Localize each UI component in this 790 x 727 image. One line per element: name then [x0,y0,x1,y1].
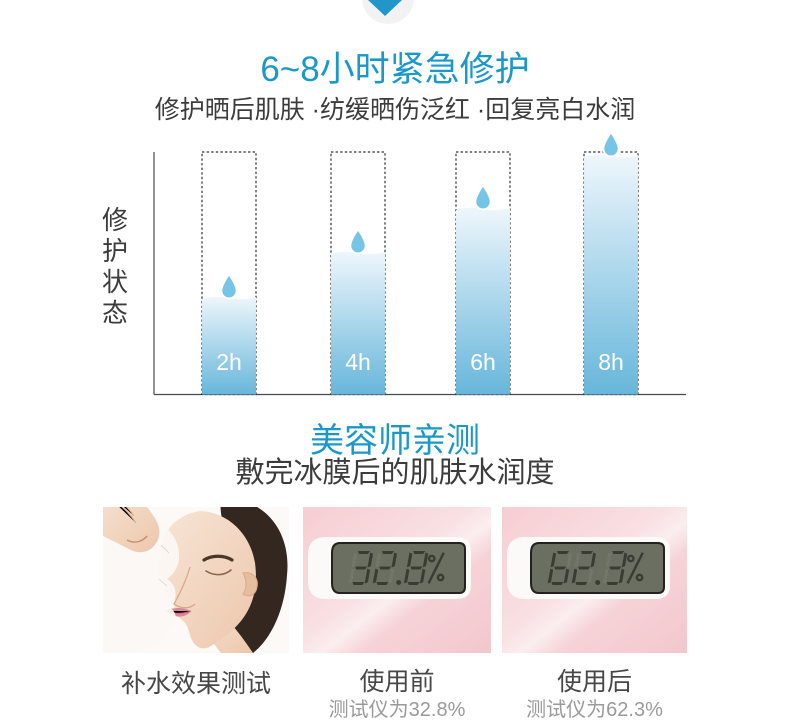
svg-text:8h: 8h [598,349,624,375]
svg-text:6h: 6h [470,349,496,375]
svg-text:2h: 2h [216,349,242,375]
svg-text:4h: 4h [345,349,371,375]
